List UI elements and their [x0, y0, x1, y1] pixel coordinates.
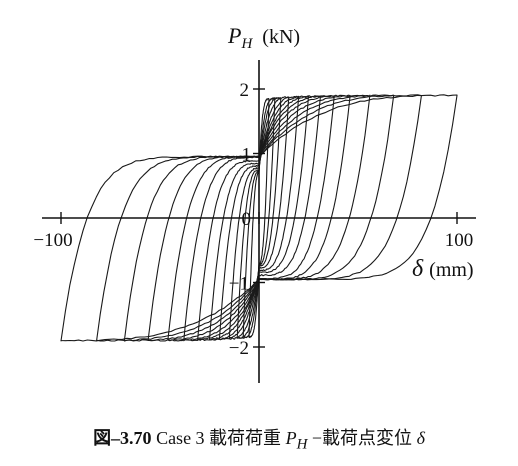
- y-axis-subscript: H: [240, 36, 253, 52]
- hysteresis-loop-8: [242, 97, 276, 339]
- x-axis-symbol: δ: [412, 256, 424, 282]
- x-tick-label: −100: [33, 230, 72, 251]
- hysteresis-loop-56: [147, 94, 371, 342]
- caption-delta: δ: [416, 428, 425, 448]
- y-axis-unit: (kN): [262, 26, 300, 48]
- y-tick-label: −2: [229, 338, 249, 359]
- caption-symbol: P: [285, 428, 297, 448]
- hysteresis-loop-100: [60, 94, 458, 342]
- hysteresis-loops: [60, 94, 458, 342]
- y-tick-label: −1: [229, 274, 249, 295]
- x-axis-title: δ (mm): [412, 256, 474, 282]
- y-tick-label: 0: [242, 209, 252, 230]
- y-axis-symbol: P: [227, 23, 241, 48]
- x-tick-label: 100: [445, 230, 474, 251]
- caption-subscript: H: [296, 436, 308, 453]
- tick-labels: −100 100 2 1 0 −1 −2: [33, 80, 473, 359]
- y-tick-label: 2: [240, 80, 250, 101]
- figure-caption: 図–3.70 Case 3 載荷荷重 PH −載荷点変位 δ: [0, 424, 518, 454]
- hysteresis-loop-46: [167, 94, 351, 342]
- caption-rest: −載荷点変位: [311, 428, 413, 448]
- x-axis-unit: (mm): [429, 259, 473, 281]
- caption-text: Case 3 載荷荷重: [156, 428, 282, 448]
- caption-number: 図–3.70: [93, 428, 152, 448]
- y-axis-title: PH (kN): [227, 23, 300, 52]
- y-tick-label: 1: [242, 145, 252, 166]
- ticks: [60, 88, 458, 348]
- hysteresis-loop-5: [248, 97, 270, 339]
